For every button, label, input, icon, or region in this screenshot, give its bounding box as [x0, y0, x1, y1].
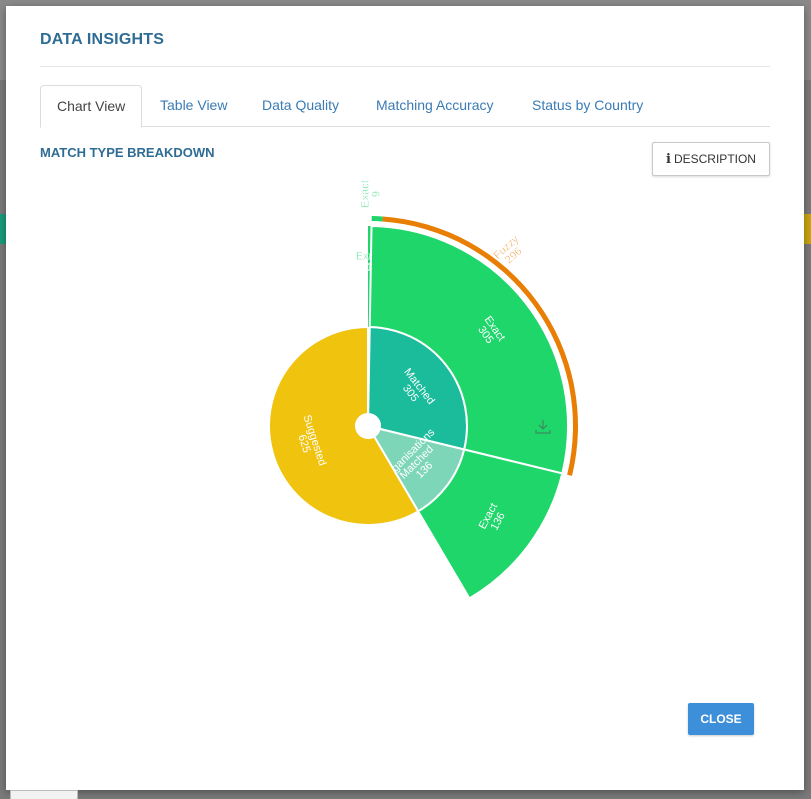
ring-segment-suggested[interactable] — [268, 325, 420, 526]
rim-label-exact-line-1: 9 — [371, 191, 383, 197]
tab-matching-accuracy[interactable]: Matching Accuracy — [376, 97, 494, 113]
rim-label-exact-line-0: Exact — [360, 180, 372, 208]
data-insights-modal: DATA INSIGHTS Chart View Table View Data… — [6, 6, 804, 790]
background-yellow-bar — [804, 214, 811, 244]
outer-segment-exact-organisations-matched[interactable] — [416, 448, 564, 600]
modal-title: DATA INSIGHTS — [40, 31, 165, 48]
title-divider — [40, 66, 770, 67]
tab-chart-view[interactable]: Chart View — [40, 85, 143, 128]
description-label: DESCRIPTION — [673, 152, 756, 166]
description-button[interactable]: i DESCRIPTION — [652, 142, 770, 176]
info-icon: i — [666, 151, 671, 167]
sunburst-chart: NotSet3Matched305OrganisationsMatched136… — [268, 180, 578, 600]
tab-bar: Chart View Table View Data Quality Match… — [40, 85, 770, 128]
close-button[interactable]: CLOSE — [688, 703, 754, 735]
tab-data-quality[interactable]: Data Quality — [262, 97, 340, 113]
background-button — [10, 790, 78, 799]
outer-label-exact-not-set-line-1: 1 — [366, 262, 372, 274]
section-title: MATCH TYPE BREAKDOWN — [40, 145, 215, 160]
center-hole[interactable] — [356, 414, 380, 438]
rim-label-exact: Exact9 — [360, 180, 383, 208]
tab-status-by-country[interactable]: Status by Country — [532, 97, 644, 113]
background-green-bar — [0, 214, 8, 244]
tab-table-view[interactable]: Table View — [160, 97, 228, 113]
download-icon[interactable] — [535, 420, 551, 434]
ring-label-suggested-line-1: 625 — [295, 433, 312, 454]
outer-segment-exact-matched[interactable] — [368, 225, 569, 475]
rim-segment-exact[interactable] — [371, 216, 383, 222]
